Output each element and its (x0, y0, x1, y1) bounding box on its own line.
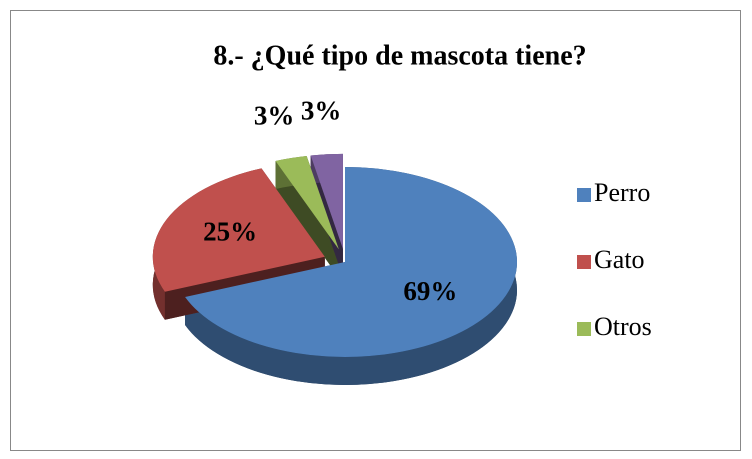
slice-edge (275, 160, 339, 278)
legend-swatch (577, 322, 591, 336)
slice (275, 156, 339, 250)
slice (310, 153, 343, 249)
legend-label: Gato (594, 245, 645, 274)
data-label: 3% (301, 95, 342, 125)
legend-label: Otros (594, 312, 652, 341)
legend-swatch (577, 188, 591, 202)
legend-swatch (577, 255, 591, 269)
data-label: 3% (254, 100, 295, 130)
legend-layer: Perro Gato Otros (577, 178, 652, 341)
slice (152, 168, 325, 292)
chart-title: 8.- ¿Qué tipo de mascota tiene? (213, 40, 586, 71)
data-label: 69% (403, 276, 457, 306)
legend-label: Perro (594, 178, 650, 207)
labels-layer: 69% 25% 3% 3% (203, 95, 457, 306)
slice (185, 167, 518, 358)
top-layer (152, 153, 518, 358)
data-label: 25% (203, 216, 257, 246)
